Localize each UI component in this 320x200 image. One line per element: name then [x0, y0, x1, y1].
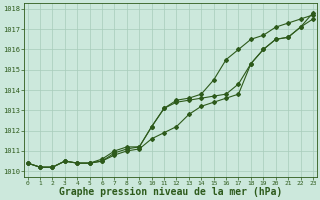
- X-axis label: Graphe pression niveau de la mer (hPa): Graphe pression niveau de la mer (hPa): [59, 187, 282, 197]
